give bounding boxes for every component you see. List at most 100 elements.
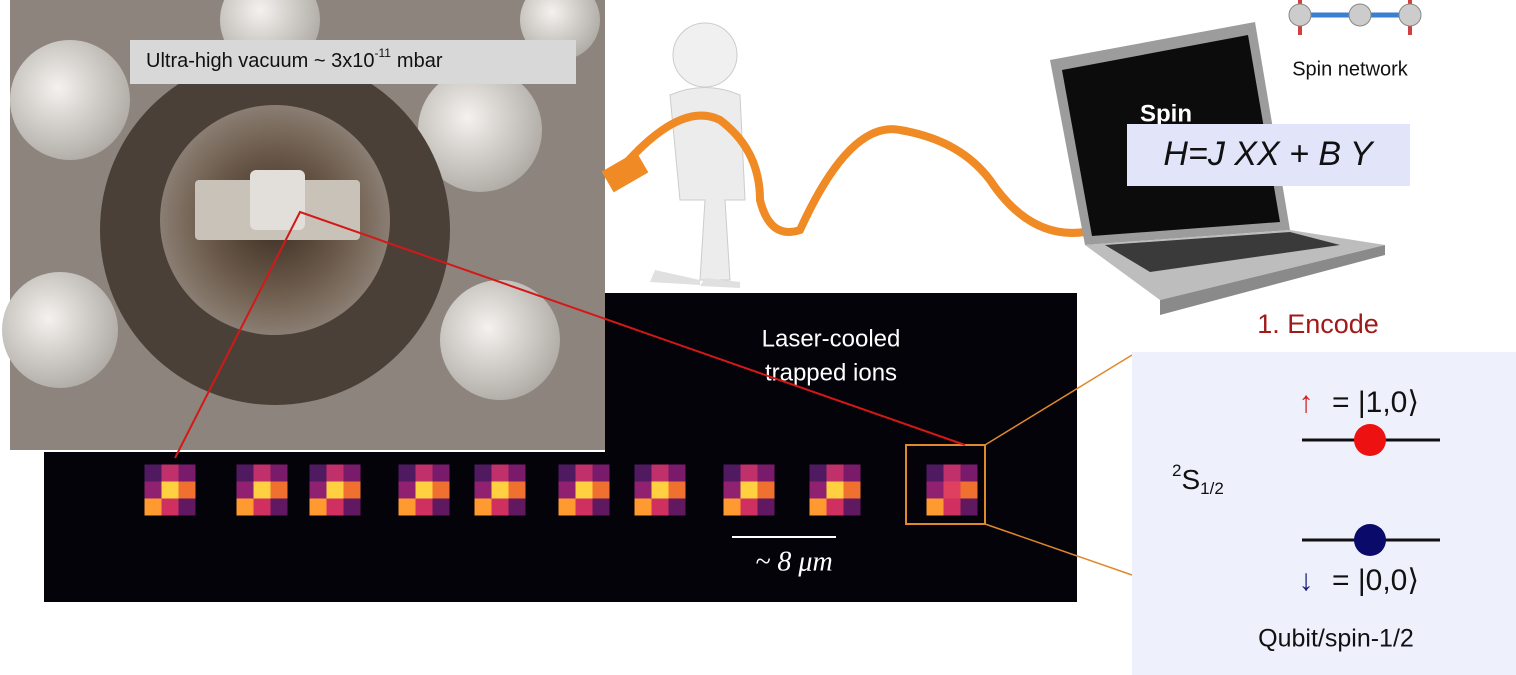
ion-pixel [475, 482, 492, 499]
ion-pixel [559, 465, 576, 482]
ion-pixel [669, 482, 686, 499]
ion-pixel [237, 465, 254, 482]
ion-pixel [310, 465, 327, 482]
level-symbol: S [1181, 464, 1200, 495]
ion-pixel [810, 482, 827, 499]
ion-pixel [237, 499, 254, 516]
slide: Ultra-high vacuum ~ 3x10-11mbar Laser-co… [0, 0, 1516, 675]
ion-pixel [961, 482, 978, 499]
ion-pixel [758, 482, 775, 499]
ion-pixel [310, 482, 327, 499]
ion-pixel [961, 465, 978, 482]
ion-pixel [944, 465, 961, 482]
ion-pixel [271, 465, 288, 482]
level-sup: 2 [1172, 461, 1181, 480]
step-label: 1. Encode [1257, 309, 1379, 339]
ion-pixel [576, 482, 593, 499]
ion-pixel [162, 465, 179, 482]
ion-pixel [593, 482, 610, 499]
ion-pixel [344, 465, 361, 482]
ion-pixel [509, 482, 526, 499]
down-arrow: ↓ [1299, 564, 1314, 597]
ion-pixel [145, 499, 162, 516]
ion-pixel [179, 499, 196, 516]
person-figure [602, 23, 1085, 288]
ion-pixel [927, 482, 944, 499]
ion-pixel [827, 499, 844, 516]
ion-pixel [509, 499, 526, 516]
ion-pixel [724, 465, 741, 482]
ion-pixel [810, 465, 827, 482]
vacuum-unit: mbar [397, 50, 443, 72]
upper-state-dot [1354, 424, 1386, 456]
ions-label: Laser-cooled [762, 325, 901, 352]
ion-pixel [145, 482, 162, 499]
ion-pixel [576, 465, 593, 482]
ion-pixel [344, 499, 361, 516]
ion-pixel [254, 482, 271, 499]
screen-title: Spin [1140, 100, 1192, 127]
ion-pixel [652, 482, 669, 499]
ion-pixel [927, 465, 944, 482]
ion-pixel [509, 465, 526, 482]
spin-network-icon [1289, 0, 1421, 35]
ion-pixel [741, 482, 758, 499]
ion-pixel [961, 499, 978, 516]
ion-pixel [844, 499, 861, 516]
ion-pixel [327, 482, 344, 499]
up-arrow: ↑ [1299, 386, 1314, 419]
ion-pixel [827, 482, 844, 499]
ion-pixel [254, 465, 271, 482]
ion-pixel [399, 482, 416, 499]
ion-pixel [593, 499, 610, 516]
ion-pixel [635, 465, 652, 482]
ion-pixels [145, 465, 978, 516]
ion-pixel [810, 499, 827, 516]
ion-pixel [492, 465, 509, 482]
qubit-caption: Qubit/spin-1/2 [1258, 625, 1414, 653]
ion-pixel [724, 482, 741, 499]
ion-pixel [652, 465, 669, 482]
scale-label: ~ 8 μm [755, 546, 832, 577]
ion-pixel [724, 499, 741, 516]
ion-pixel [559, 499, 576, 516]
ion-pixel [559, 482, 576, 499]
ion-pixel [416, 499, 433, 516]
ion-pixel [927, 499, 944, 516]
ion-pixel [271, 499, 288, 516]
ion-pixel [433, 499, 450, 516]
ion-pixel [844, 482, 861, 499]
ion-pixel [399, 499, 416, 516]
hamiltonian: H=J XX + B Y [1163, 135, 1374, 173]
ion-pixel [576, 499, 593, 516]
ion-pixel [475, 465, 492, 482]
ion-pixel [237, 482, 254, 499]
ion-pixel [492, 482, 509, 499]
spin-network-label: Spin network [1292, 58, 1409, 80]
ion-pixel [944, 482, 961, 499]
ion-pixel [593, 465, 610, 482]
down-state: = |0,0⟩ [1332, 564, 1419, 597]
ion-pixel [741, 465, 758, 482]
ion-pixel [344, 482, 361, 499]
ion-pixel [669, 465, 686, 482]
vacuum-exponent: -11 [374, 46, 391, 60]
ion-pixel [399, 465, 416, 482]
vacuum-label: Ultra-high vacuum ~ 3x10-11mbar [146, 46, 443, 72]
ion-pixel [145, 465, 162, 482]
ion-pixel [271, 482, 288, 499]
ion-pixel [635, 499, 652, 516]
ion-pixel [758, 499, 775, 516]
up-state: = |1,0⟩ [1332, 386, 1419, 419]
lower-state-dot [1354, 524, 1386, 556]
ion-pixel [179, 482, 196, 499]
ion-pixel [327, 499, 344, 516]
ion-pixel [827, 465, 844, 482]
ion-pixel [254, 499, 271, 516]
trap-electrode [250, 170, 305, 230]
ion-pixel [669, 499, 686, 516]
ion-pixel [844, 465, 861, 482]
ion-pixel [635, 482, 652, 499]
ion-pixel [433, 482, 450, 499]
ion-pixel [758, 465, 775, 482]
